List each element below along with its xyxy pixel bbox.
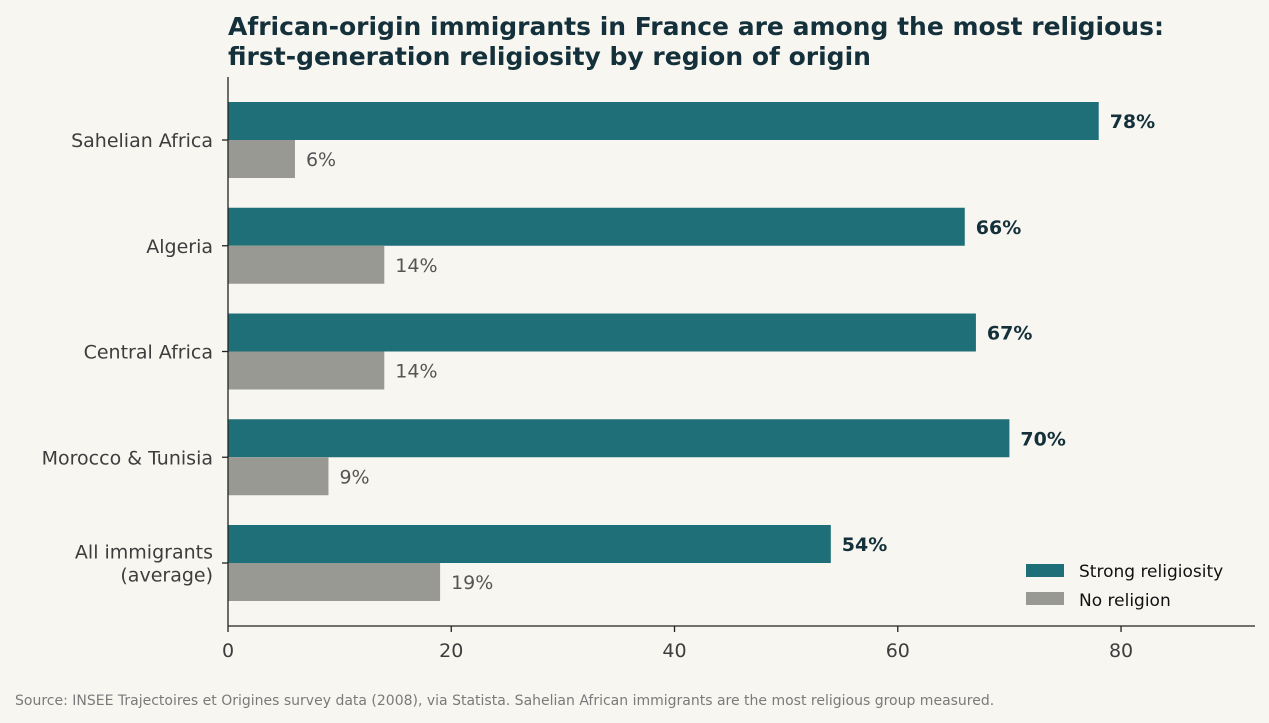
value-label-strong-religiosity-0: 78% bbox=[1110, 111, 1155, 133]
bar-no-religion-2 bbox=[228, 351, 385, 390]
x-tick-label-60: 60 bbox=[886, 640, 910, 662]
x-tick-label-20: 20 bbox=[439, 640, 463, 662]
legend-label-no-religion: No religion bbox=[1079, 591, 1171, 611]
category-labels: Sahelian Africa Algeria Central Africa Moro… bbox=[42, 130, 228, 587]
value-label-no-religion-3: 9% bbox=[339, 466, 369, 488]
value-label-strong-religiosity-3: 70% bbox=[1020, 428, 1065, 450]
bar-strong-religiosity-2 bbox=[228, 313, 976, 352]
bar-strong-religiosity-1 bbox=[228, 207, 965, 246]
x-tick-label-0: 0 bbox=[222, 640, 234, 662]
source-note: Source: INSEE Trajectoires et Origines s… bbox=[15, 693, 994, 709]
value-label-no-religion-4: 19% bbox=[451, 572, 493, 594]
value-label-strong-religiosity-2: 67% bbox=[987, 323, 1032, 345]
category-label-0: Sahelian Africa bbox=[71, 130, 213, 152]
legend: Strong religiosity No religion bbox=[1026, 562, 1223, 611]
value-label-no-religion-1: 14% bbox=[395, 255, 437, 277]
value-label-no-religion-2: 14% bbox=[395, 361, 437, 383]
bar-strong-religiosity-4 bbox=[228, 525, 831, 563]
bar-no-religion-4 bbox=[228, 563, 441, 601]
legend-swatch-no-religion bbox=[1026, 592, 1064, 605]
category-label-3: Morocco & Tunisia bbox=[42, 447, 213, 469]
bar-no-religion-1 bbox=[228, 245, 385, 284]
x-ticks: 0 20 40 60 80 bbox=[222, 626, 1133, 662]
chart-title-line-1: African-origin immigrants in France are … bbox=[228, 12, 1164, 41]
value-label-strong-religiosity-1: 66% bbox=[976, 217, 1021, 239]
category-label-1: Algeria bbox=[146, 236, 213, 258]
x-tick-label-80: 80 bbox=[1109, 640, 1133, 662]
x-tick-label-40: 40 bbox=[662, 640, 686, 662]
chart-title-line-2: first-generation religiosity by region o… bbox=[228, 42, 871, 71]
value-label-strong-religiosity-4: 54% bbox=[842, 534, 887, 556]
bars bbox=[228, 102, 1099, 601]
bar-strong-religiosity-3 bbox=[228, 419, 1010, 458]
value-labels: 78% 6% 66% 14% 67% 14% 70% 9% 54% 19% bbox=[306, 111, 1155, 594]
chart-title: African-origin immigrants in France are … bbox=[228, 12, 1164, 71]
bar-no-religion-0 bbox=[228, 140, 295, 178]
category-label-2: Central Africa bbox=[84, 342, 213, 364]
bar-strong-religiosity-0 bbox=[228, 102, 1099, 140]
value-label-no-religion-0: 6% bbox=[306, 149, 336, 171]
axes bbox=[227, 77, 1255, 627]
legend-swatch-strong-religiosity bbox=[1026, 564, 1064, 577]
category-label-4-line-0: All immigrants bbox=[75, 542, 213, 564]
legend-label-strong-religiosity: Strong religiosity bbox=[1079, 562, 1223, 582]
bar-no-religion-3 bbox=[228, 457, 329, 496]
category-label-4-line-1: (average) bbox=[120, 565, 213, 587]
